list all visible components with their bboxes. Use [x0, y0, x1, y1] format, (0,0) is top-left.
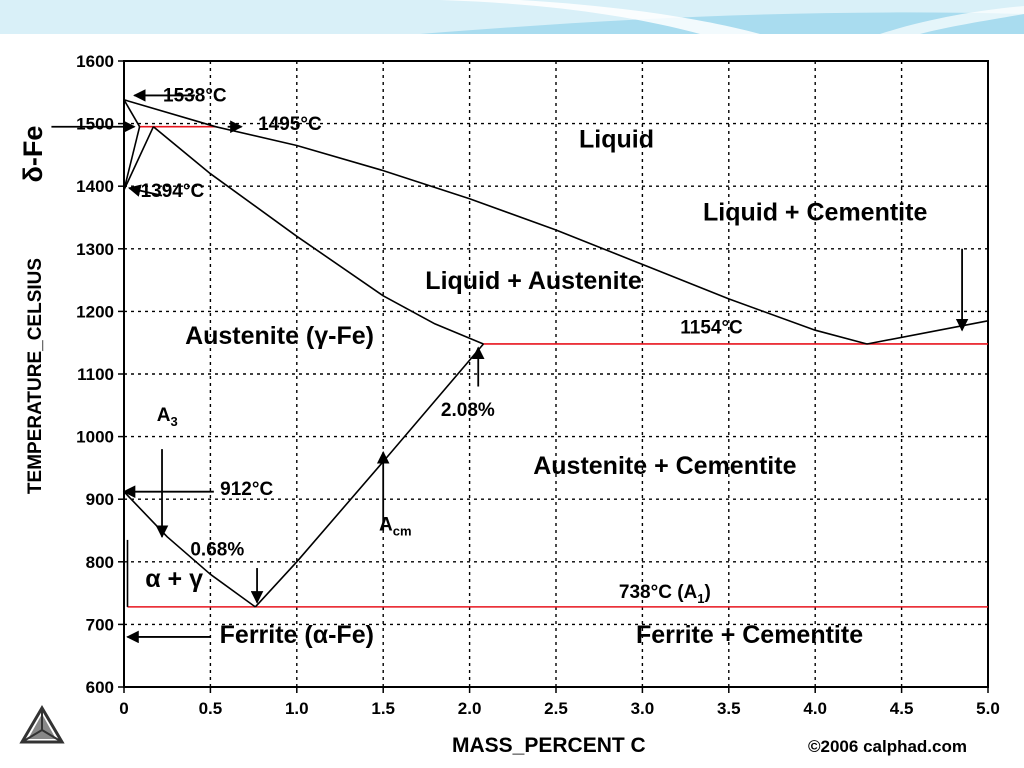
grid-lines: [124, 61, 988, 687]
y-axis-title: TEMPERATURE_CELSIUS: [25, 257, 46, 495]
annotation-label: 0.68%: [190, 540, 244, 561]
x-tick-label: 5.0: [976, 699, 1000, 718]
temperature-annotations: 1538°C 1495°C 1394°C 1154°C 2.08% A3 912°C 0.68…: [141, 86, 743, 606]
boundary-peritectic-left: [123, 126, 155, 191]
y-tick-label: 600: [86, 678, 114, 697]
annotation-label: 1538°C: [163, 86, 227, 107]
region-label: Ferrite + Cementite: [636, 621, 863, 649]
region-label: α + γ: [145, 565, 203, 593]
annotation-label: 1394°C: [141, 181, 205, 202]
slide-header-banner: [0, 0, 1024, 34]
x-tick-label: 3.0: [631, 699, 655, 718]
annotation-label: 912°C: [220, 479, 273, 500]
arrow-1394: [127, 184, 163, 197]
annotation-label: A3: [157, 405, 178, 429]
boundary-delta-bottom: [123, 126, 141, 191]
boundary-a3: [123, 491, 256, 608]
boundary-acm: [254, 343, 485, 608]
boundary-solidus: [152, 126, 484, 345]
annotation-label: Acm: [379, 515, 412, 539]
region-label: Liquid + Austenite: [425, 267, 642, 295]
boundary-delta-left: [123, 99, 141, 128]
annotation-label: 738°C (A1): [619, 582, 711, 606]
region-label: Austenite (γ-Fe): [185, 322, 374, 350]
region-label: Austenite + Cementite: [533, 452, 796, 480]
x-tick-label: 2.5: [544, 699, 568, 718]
x-tick-label: 4.0: [803, 699, 827, 718]
annotation-label: 1495°C: [258, 114, 322, 135]
boundary-liquidus-cementite: [866, 320, 989, 345]
x-tick-label: 1.5: [371, 699, 395, 718]
y-tick-label: 1200: [76, 302, 114, 321]
y-axis-ticks: 600 700 800 900 1000 1100 1200 1300 1400 1500 1600: [76, 52, 124, 697]
y-tick-label: 1000: [76, 428, 114, 447]
y-tick-label: 900: [86, 490, 114, 509]
region-label: Ferrite (α-Fe): [220, 621, 374, 649]
isotherm-lines: [127, 125, 988, 608]
y-tick-label: 1500: [76, 115, 114, 134]
x-tick-label: 3.5: [717, 699, 741, 718]
delta-fe-label: δ-Fe: [18, 125, 48, 183]
x-tick-label: 1.0: [285, 699, 309, 718]
x-axis-ticks: 0 0.5 1.0 1.5 2.0 2.5 3.0 3.5 4.0 4.5 5.0: [119, 687, 1000, 718]
calphad-triangle-icon: [19, 705, 65, 744]
x-tick-label: 4.5: [890, 699, 914, 718]
phase-boundaries: [123, 99, 989, 608]
copyright-credit: ©2006 calphad.com: [808, 737, 967, 756]
phase-region-labels: Liquid Liquid + Cementite Liquid + Austeni…: [145, 125, 927, 649]
annotation-label: 1154°C: [680, 317, 743, 338]
annotation-label: 2.08%: [441, 400, 495, 421]
y-tick-label: 700: [86, 615, 114, 634]
x-tick-label: 0: [119, 699, 128, 718]
y-tick-label: 1100: [77, 365, 114, 384]
x-tick-label: 2.0: [458, 699, 482, 718]
boundary-liquidus: [123, 99, 868, 345]
y-tick-label: 1400: [76, 177, 114, 196]
region-label: Liquid + Cementite: [703, 199, 927, 227]
y-tick-label: 800: [86, 553, 114, 572]
y-tick-label: 1300: [76, 240, 114, 259]
annotation-arrows: [51, 89, 969, 644]
region-label: Liquid: [579, 125, 654, 153]
x-axis-title: MASS_PERCENT C: [452, 734, 646, 757]
x-tick-label: 0.5: [199, 699, 223, 718]
y-tick-label: 1600: [76, 52, 114, 71]
